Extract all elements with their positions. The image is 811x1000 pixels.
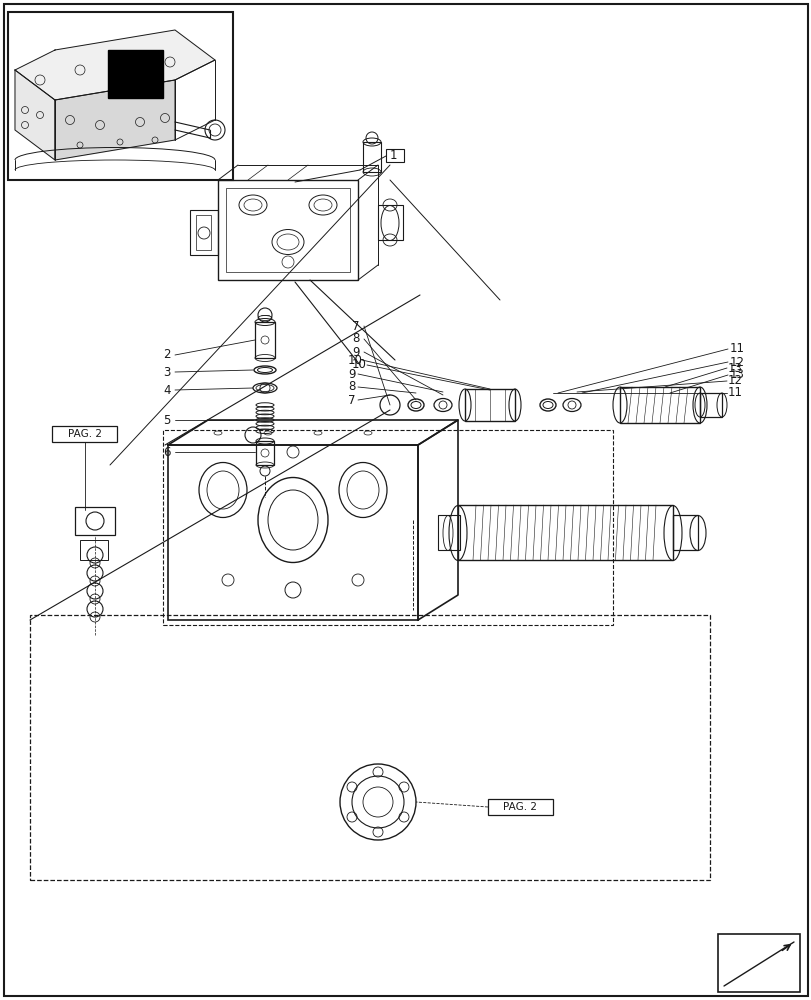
Bar <box>75 507 115 535</box>
Bar <box>30 615 709 880</box>
Text: 11: 11 <box>727 386 742 399</box>
Text: 7: 7 <box>351 320 359 332</box>
Text: 1: 1 <box>389 149 397 162</box>
Bar <box>225 188 350 272</box>
Text: 6: 6 <box>163 446 170 458</box>
Bar <box>195 215 211 250</box>
Text: 3: 3 <box>163 365 170 378</box>
Text: 8: 8 <box>348 380 355 393</box>
Bar <box>255 441 273 465</box>
Text: 13: 13 <box>729 368 744 381</box>
Bar <box>437 515 460 550</box>
Text: PAG. 2: PAG. 2 <box>68 429 102 439</box>
Bar <box>80 540 108 560</box>
Text: 13: 13 <box>727 361 742 374</box>
Bar <box>672 515 697 550</box>
Polygon shape <box>15 30 215 100</box>
Bar <box>190 210 217 255</box>
Text: 8: 8 <box>351 332 359 346</box>
Bar <box>52 426 117 442</box>
Bar <box>8 12 233 180</box>
Text: 10: 10 <box>351 359 367 371</box>
Text: PAG. 2: PAG. 2 <box>502 802 536 812</box>
Bar <box>363 142 380 172</box>
Bar <box>385 149 404 162</box>
Bar <box>620 387 699 423</box>
Bar <box>108 50 163 98</box>
Text: 4: 4 <box>163 383 170 396</box>
Polygon shape <box>15 70 55 160</box>
Text: 12: 12 <box>729 356 744 368</box>
Text: 9: 9 <box>351 346 359 359</box>
Text: 2: 2 <box>163 349 170 361</box>
Bar <box>465 389 514 421</box>
Text: 9: 9 <box>348 367 355 380</box>
Polygon shape <box>55 80 175 160</box>
Bar <box>168 445 418 620</box>
Bar <box>487 799 552 815</box>
Text: 10: 10 <box>348 354 363 366</box>
Text: 12: 12 <box>727 374 742 387</box>
Bar <box>378 205 402 240</box>
Bar <box>457 505 672 560</box>
Text: 5: 5 <box>163 414 170 426</box>
Text: 7: 7 <box>348 393 355 406</box>
Text: 11: 11 <box>729 342 744 356</box>
Bar <box>255 322 275 358</box>
Bar <box>163 430 612 625</box>
Bar <box>717 934 799 992</box>
Bar <box>217 180 358 280</box>
Bar <box>699 393 721 417</box>
